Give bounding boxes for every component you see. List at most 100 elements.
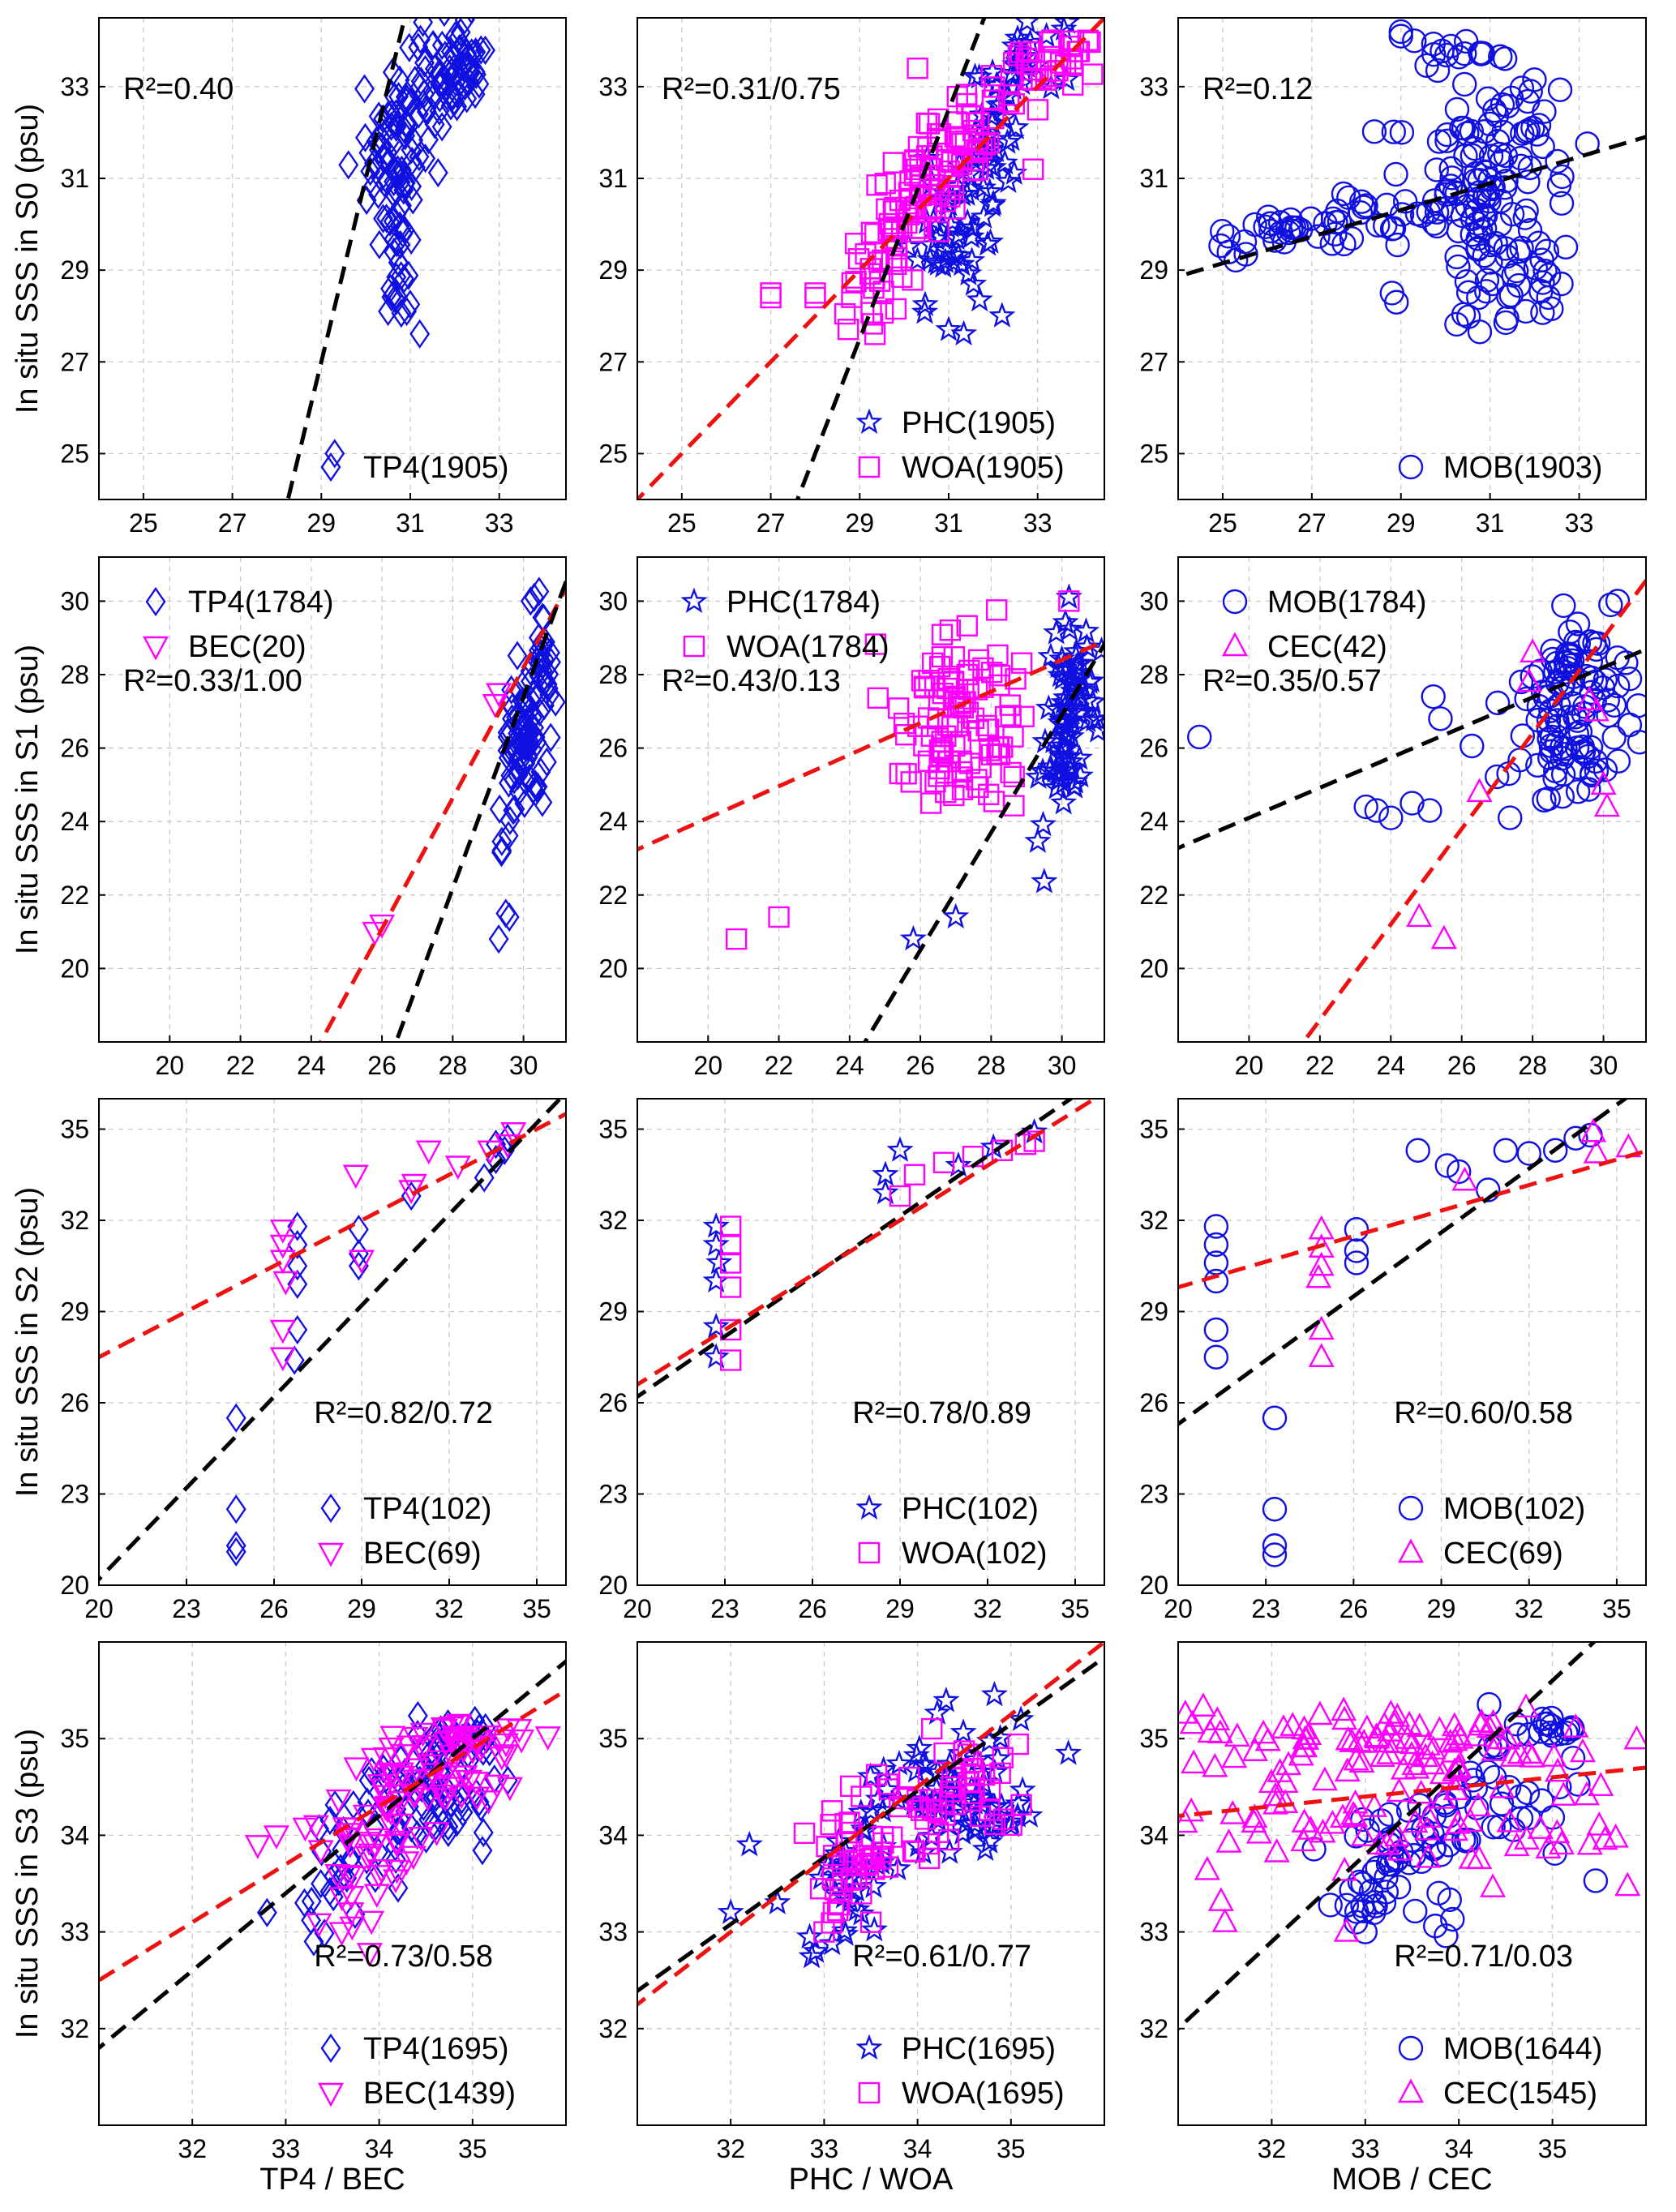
black-fit-line [99, 1658, 566, 2051]
data-point [1062, 74, 1084, 96]
data-point [524, 582, 545, 612]
data-point [517, 729, 538, 760]
axes-frame [637, 17, 1105, 500]
y-tick-label: 27 [598, 347, 628, 376]
x-tick-label: 27 [1297, 508, 1327, 538]
x-tick-label: 32 [716, 2134, 745, 2163]
data-point [1306, 1700, 1333, 1725]
data-point [985, 599, 1008, 621]
data-point [1446, 1159, 1472, 1185]
x-tick-label: 29 [306, 508, 336, 538]
data-point [1592, 757, 1618, 782]
data-point [1529, 247, 1554, 272]
black-fit-line [637, 1099, 1074, 1400]
data-point [1288, 1741, 1314, 1766]
data-point [916, 246, 944, 272]
data-point [826, 1899, 849, 1922]
data-point [1415, 1843, 1442, 1868]
data-point [465, 57, 486, 87]
data-point [1442, 1726, 1468, 1751]
data-point [225, 1537, 246, 1567]
panel-p01: 25 27 29 31 33 25 27 29 31 33 R²=0.31/0.75 PHC(1905… [598, 17, 1105, 538]
data-point [395, 121, 416, 151]
data-point [1547, 77, 1573, 102]
x-axis-label: MOB / CEC [1331, 2163, 1492, 2197]
x-tick-label: 25 [1208, 508, 1237, 538]
data-point [424, 109, 445, 139]
data-point [971, 1835, 999, 1862]
data-point [536, 747, 557, 777]
data-point [431, 112, 452, 142]
data-point [1043, 774, 1071, 799]
data-point [1178, 1700, 1198, 1724]
data-point [884, 196, 906, 219]
data-point [336, 1864, 362, 1889]
data-point [842, 1875, 870, 1902]
legend-label: MOB(1644) [1443, 2032, 1602, 2066]
data-point [1480, 1708, 1507, 1734]
x-tick-label: 26 [1447, 1051, 1477, 1080]
data-point [1389, 202, 1415, 227]
data-point [378, 1737, 405, 1762]
x-tick-label: 34 [365, 2134, 394, 2163]
data-point [866, 174, 888, 196]
data-point [1348, 189, 1374, 214]
data-point [335, 1828, 362, 1853]
data-point [841, 272, 864, 294]
data-point [1221, 1743, 1248, 1768]
fit-lines [1178, 577, 1646, 1042]
data-point [1523, 255, 1549, 281]
axes-frame [1177, 1641, 1647, 2126]
data-point [1463, 168, 1488, 193]
data-point [1118, 1735, 1141, 1756]
data-point [839, 1775, 862, 1798]
x-tick-label: 23 [1251, 1594, 1280, 1623]
data-point [1481, 1815, 1506, 1840]
data-point [1543, 659, 1568, 684]
data-point [1546, 173, 1572, 198]
data-point [975, 714, 997, 737]
data-point [1426, 1716, 1453, 1741]
x-tick-label: 20 [1164, 1594, 1193, 1623]
data-point [355, 122, 375, 152]
data-point [860, 221, 883, 243]
data-point [924, 1699, 951, 1725]
data-point [1565, 779, 1591, 804]
data-point [1044, 652, 1072, 679]
data-point [983, 107, 1005, 130]
data-point [1649, 701, 1672, 723]
data-point [379, 1725, 406, 1751]
legend: PHC(1784) WOA(1784) [680, 585, 889, 664]
data-point [391, 261, 412, 291]
data-point [1532, 1711, 1558, 1737]
legend: TP4(1784) BEC(20) [142, 585, 334, 664]
data-point [967, 649, 990, 671]
data-point [928, 765, 949, 787]
data-point [287, 1211, 308, 1241]
data-point [328, 1887, 355, 1911]
y-tick-label: 25 [598, 439, 628, 468]
data-point [1400, 791, 1425, 816]
x-tick-label: 35 [1602, 1594, 1631, 1623]
data-point [338, 1902, 365, 1927]
data-point [1297, 1815, 1324, 1840]
data-point [1262, 1781, 1288, 1807]
data-point [972, 154, 1000, 181]
data-point [1516, 1739, 1543, 1764]
data-point [1586, 1811, 1613, 1836]
data-point [1037, 642, 1065, 668]
data-point [486, 1130, 507, 1160]
y-tick-label: 29 [1139, 255, 1168, 285]
data-point [892, 1787, 915, 1810]
data-point [375, 1795, 401, 1820]
y-tick-label: 35 [1139, 1724, 1168, 1753]
data-point [1417, 798, 1442, 823]
data-point [1366, 1830, 1393, 1855]
data-point [1262, 1405, 1288, 1430]
data-point [1181, 1749, 1207, 1774]
data-point [1405, 1138, 1430, 1163]
data-point [1374, 192, 1400, 218]
data-point [1455, 304, 1481, 329]
legend-marker [1222, 589, 1248, 615]
data-point [1493, 143, 1519, 169]
